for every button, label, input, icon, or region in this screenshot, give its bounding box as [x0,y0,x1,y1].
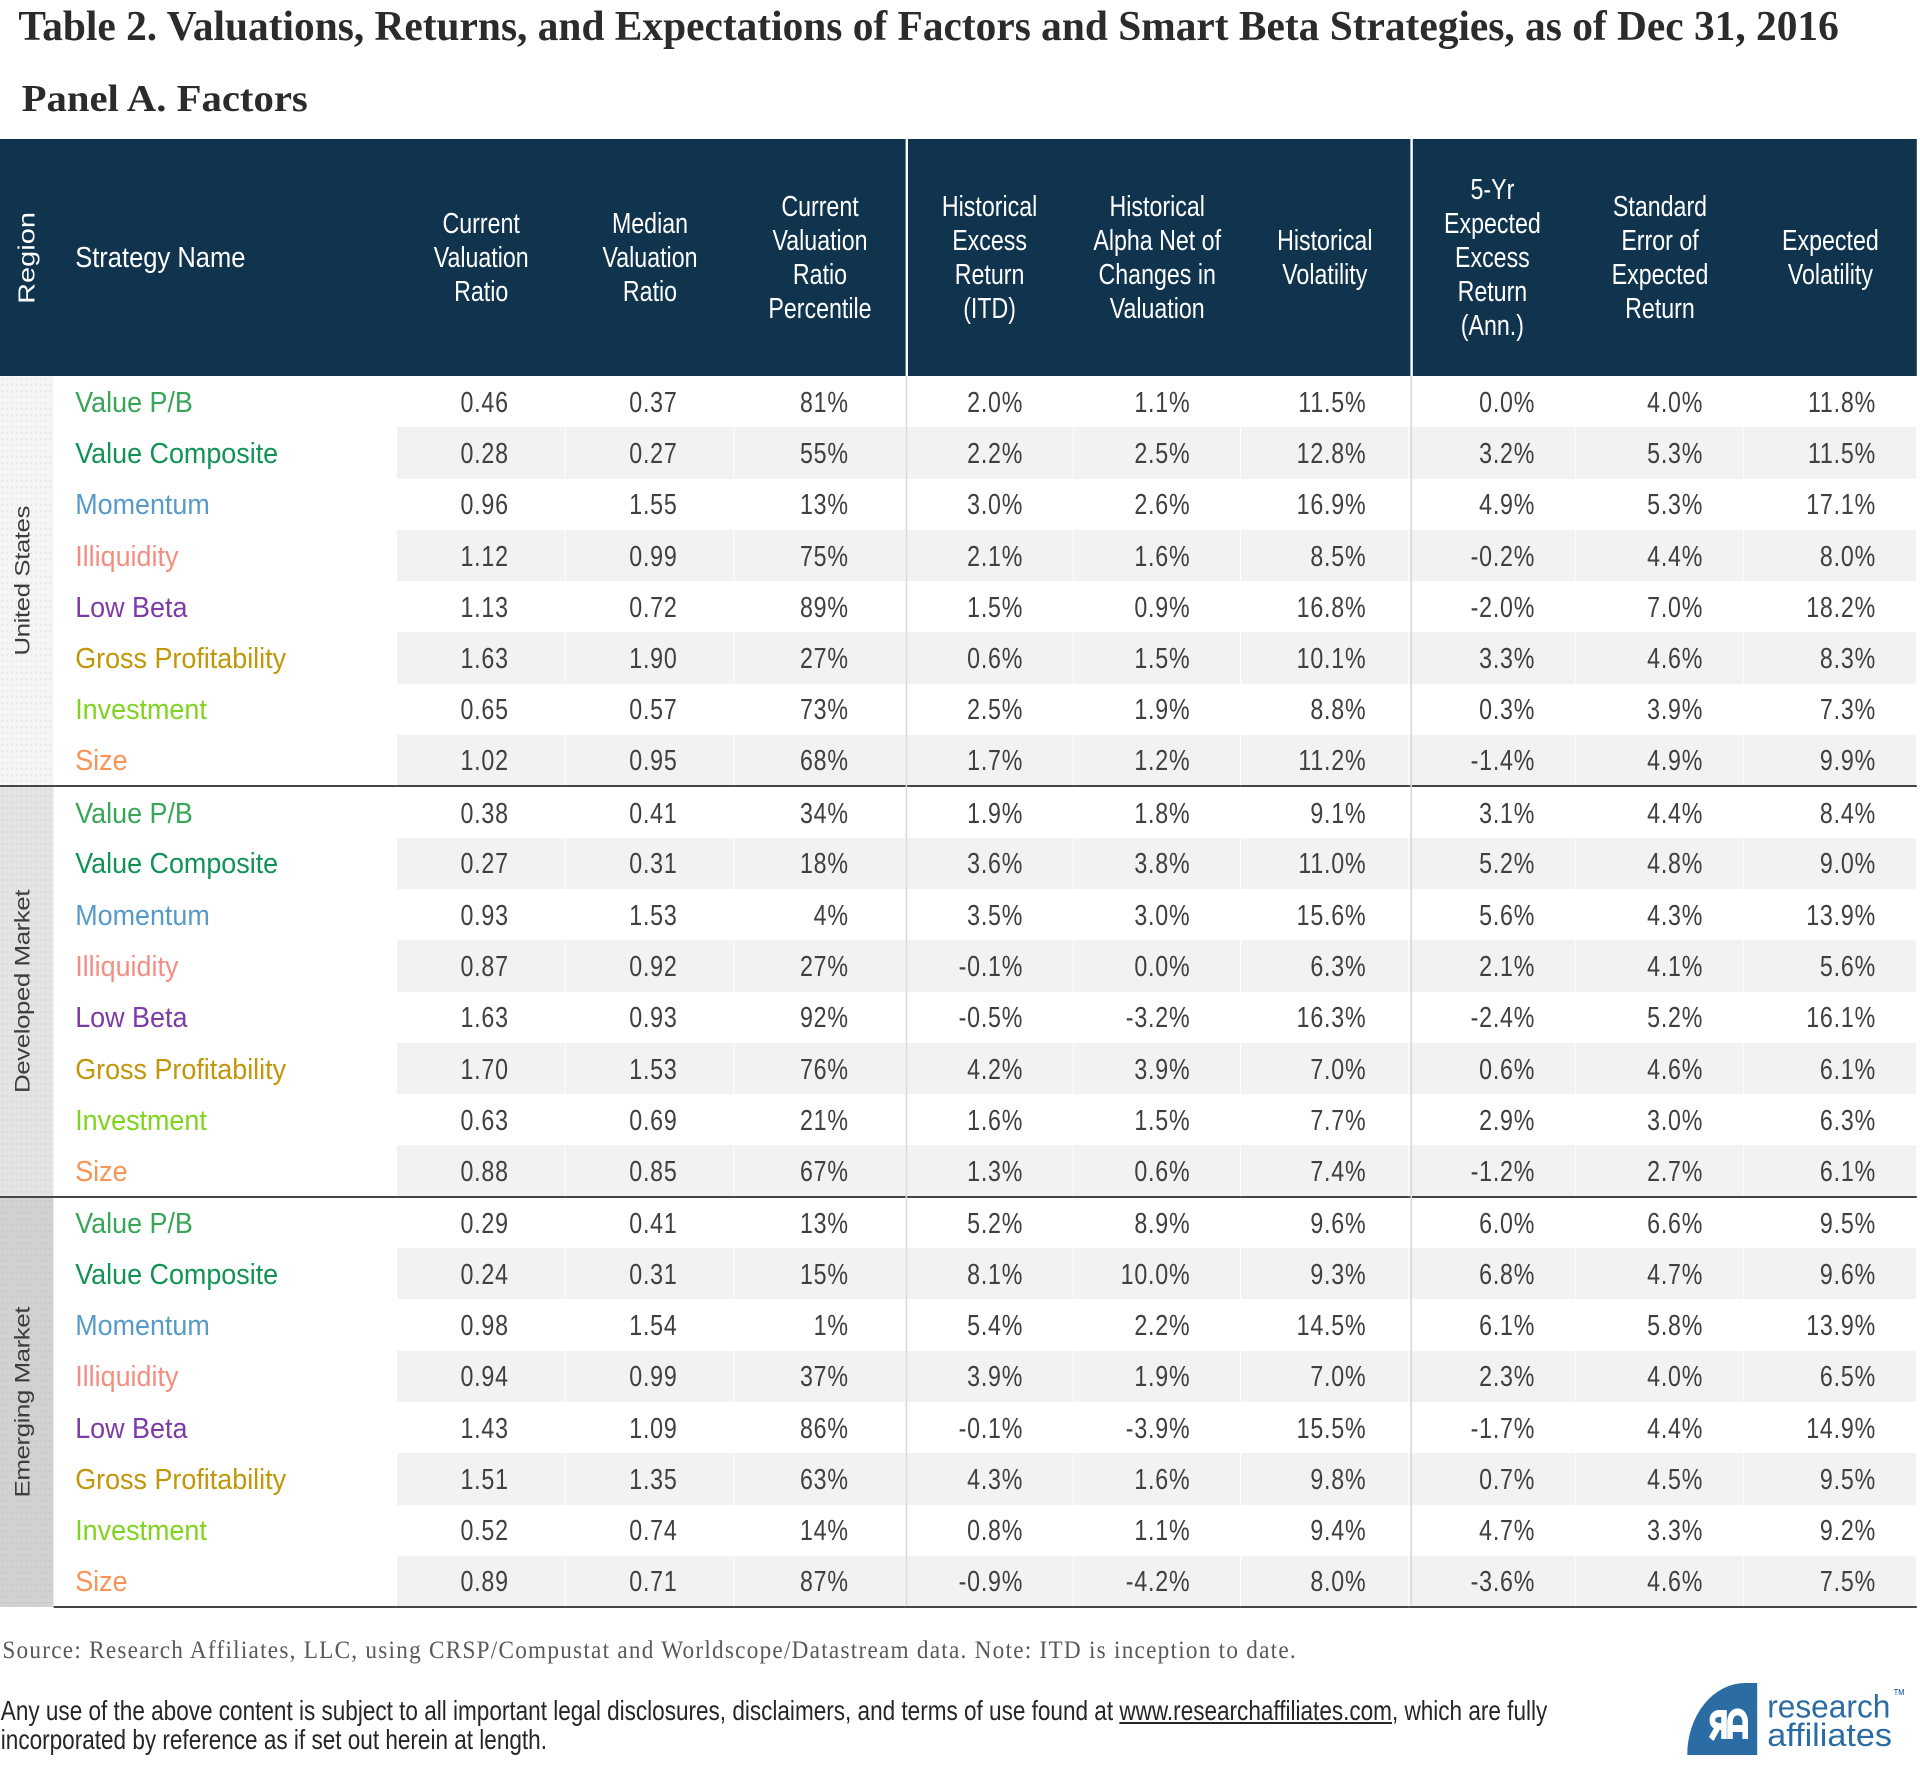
svg-text:™: ™ [1893,1687,1906,1705]
svg-text:research: research [1767,1690,1890,1725]
svg-text:affiliates: affiliates [1767,1718,1892,1753]
